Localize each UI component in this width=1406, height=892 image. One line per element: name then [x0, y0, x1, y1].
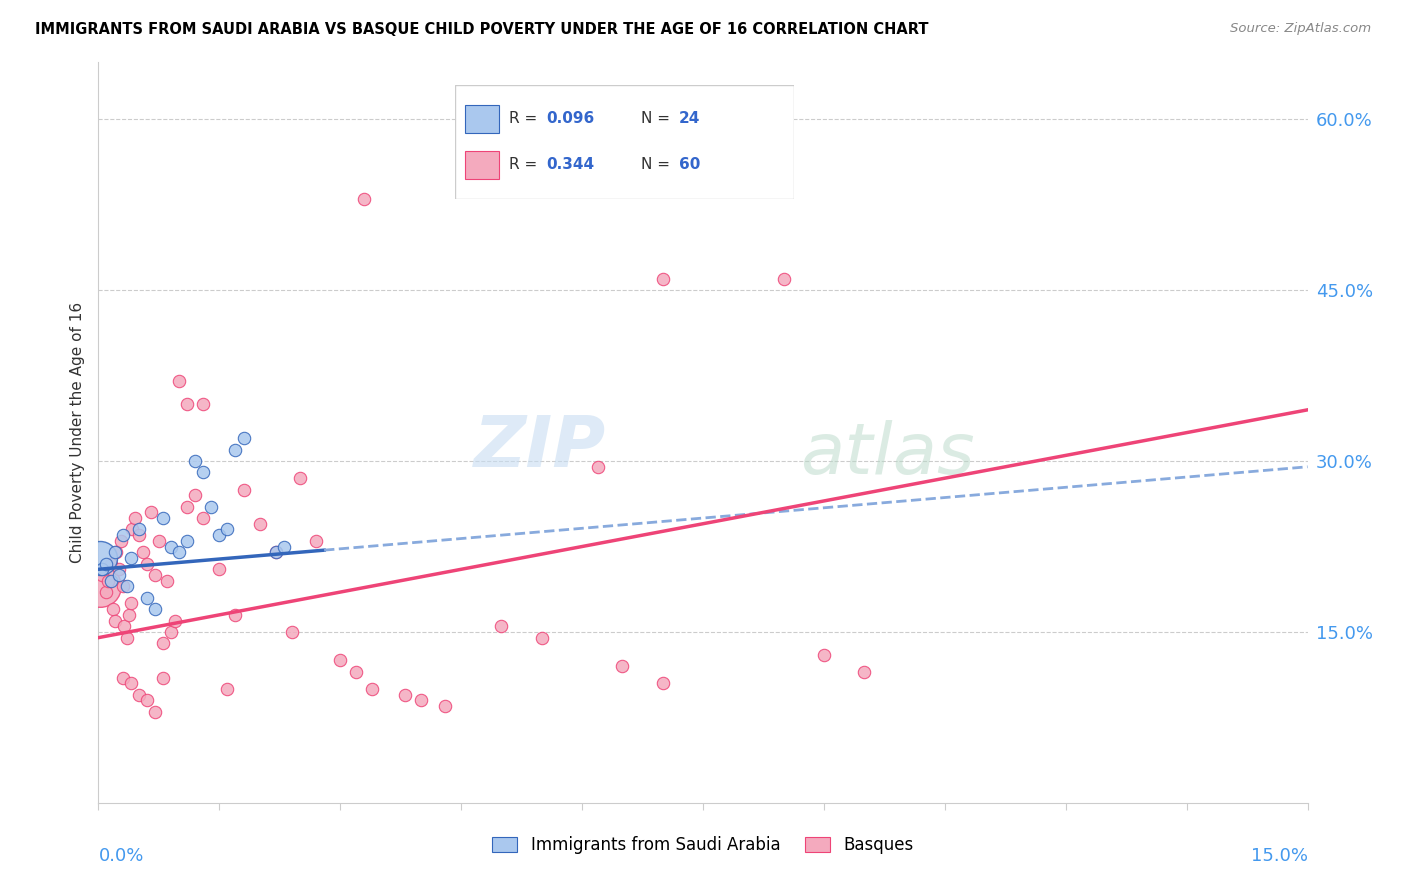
Point	[491, 619, 513, 633]
Point	[103, 545, 125, 559]
Point	[434, 698, 457, 713]
Point	[813, 648, 835, 662]
Point	[160, 624, 183, 639]
Point	[167, 375, 190, 389]
Point	[224, 442, 246, 457]
Point	[184, 454, 207, 468]
Point	[232, 483, 254, 497]
Point	[651, 272, 673, 286]
Point	[115, 631, 138, 645]
Point	[193, 397, 215, 411]
Point	[853, 665, 876, 679]
Point	[264, 545, 287, 559]
Point	[143, 568, 166, 582]
Point	[305, 533, 328, 548]
Point	[135, 591, 157, 605]
Point	[124, 511, 146, 525]
Text: atlas: atlas	[800, 420, 974, 490]
Point	[176, 397, 198, 411]
Point	[281, 624, 304, 639]
Point	[651, 676, 673, 690]
Point	[612, 659, 634, 673]
Point	[167, 545, 190, 559]
Point	[111, 671, 134, 685]
Point	[143, 705, 166, 719]
Point	[107, 562, 129, 576]
Point	[89, 579, 111, 593]
Point	[128, 528, 150, 542]
Point	[249, 516, 271, 531]
Point	[91, 562, 114, 576]
Point	[232, 431, 254, 445]
Point	[91, 568, 114, 582]
Point	[111, 579, 134, 593]
Point	[353, 192, 375, 206]
Point	[344, 665, 367, 679]
Point	[120, 597, 142, 611]
Point	[217, 523, 239, 537]
Point	[143, 602, 166, 616]
Point	[394, 688, 416, 702]
Point	[264, 545, 287, 559]
Point	[132, 545, 155, 559]
Point	[110, 533, 132, 548]
Point	[96, 585, 118, 599]
Point	[101, 602, 124, 616]
Point	[118, 607, 141, 622]
Point	[193, 511, 215, 525]
Point	[89, 550, 111, 565]
Point	[152, 636, 174, 650]
Legend: Immigrants from Saudi Arabia, Basques: Immigrants from Saudi Arabia, Basques	[485, 830, 921, 861]
Point	[288, 471, 311, 485]
Text: IMMIGRANTS FROM SAUDI ARABIA VS BASQUE CHILD POVERTY UNDER THE AGE OF 16 CORRELA: IMMIGRANTS FROM SAUDI ARABIA VS BASQUE C…	[35, 22, 928, 37]
Point	[586, 459, 609, 474]
Point	[115, 579, 138, 593]
Point	[100, 557, 122, 571]
Point	[217, 681, 239, 696]
Point	[176, 500, 198, 514]
Point	[135, 557, 157, 571]
Point	[160, 540, 183, 554]
Point	[152, 511, 174, 525]
Point	[208, 528, 231, 542]
Point	[139, 505, 162, 519]
Point	[128, 688, 150, 702]
Text: ZIP: ZIP	[474, 413, 606, 482]
Point	[200, 500, 222, 514]
Point	[176, 533, 198, 548]
Point	[107, 568, 129, 582]
Point	[120, 676, 142, 690]
Point	[112, 619, 135, 633]
Point	[329, 653, 352, 667]
Point	[96, 557, 118, 571]
Point	[163, 614, 186, 628]
Point	[97, 574, 120, 588]
Point	[103, 614, 125, 628]
Y-axis label: Child Poverty Under the Age of 16: Child Poverty Under the Age of 16	[69, 302, 84, 563]
Point	[100, 574, 122, 588]
Point	[184, 488, 207, 502]
Point	[224, 607, 246, 622]
Point	[156, 574, 179, 588]
Point	[530, 631, 553, 645]
Text: 0.0%: 0.0%	[98, 847, 143, 865]
Point	[152, 671, 174, 685]
Point	[135, 693, 157, 707]
Point	[409, 693, 432, 707]
Point	[128, 523, 150, 537]
Text: Source: ZipAtlas.com: Source: ZipAtlas.com	[1230, 22, 1371, 36]
Point	[111, 528, 134, 542]
Point	[361, 681, 384, 696]
Point	[772, 272, 794, 286]
Point	[105, 545, 128, 559]
Text: 15.0%: 15.0%	[1250, 847, 1308, 865]
Point	[121, 523, 143, 537]
Point	[148, 533, 170, 548]
Point	[120, 550, 142, 565]
Point	[193, 466, 215, 480]
Point	[208, 562, 231, 576]
Point	[273, 540, 295, 554]
